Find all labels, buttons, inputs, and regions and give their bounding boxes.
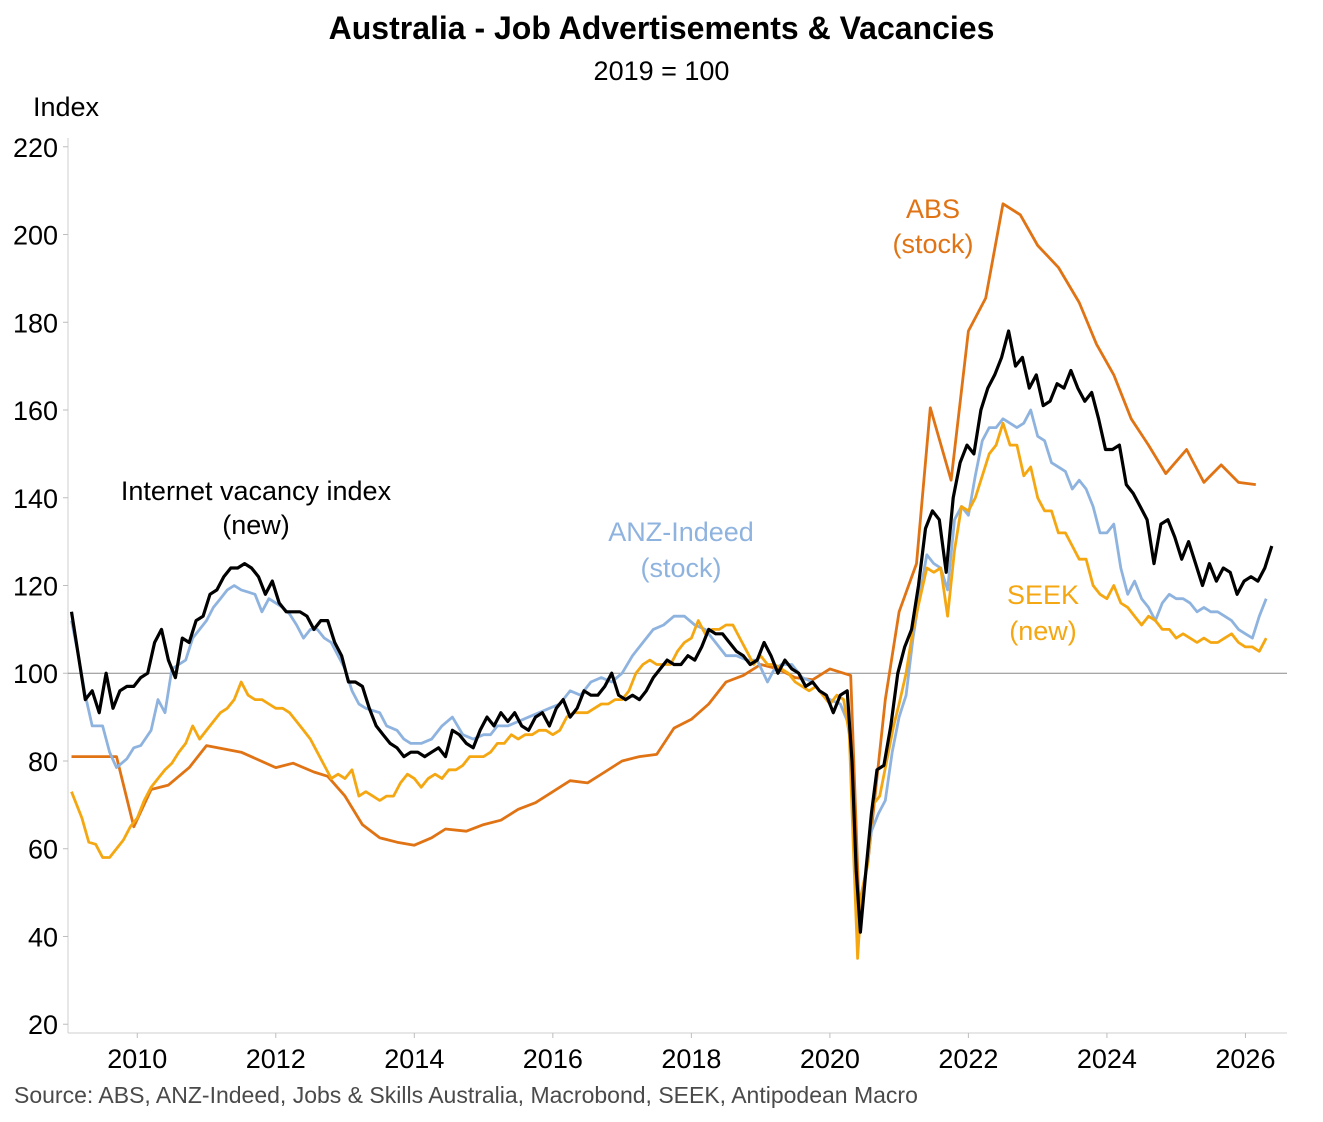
series-line-internet-vacancy-index-new: [69, 329, 1274, 934]
y-tick-label: 60: [28, 835, 58, 865]
y-tick-label: 20: [28, 1010, 58, 1040]
chart-subtitle: 2019 = 100: [593, 56, 730, 86]
y-tick-label: 100: [13, 659, 58, 689]
y-tick-label: 200: [13, 221, 58, 251]
x-tick-label: 2016: [523, 1044, 583, 1074]
chart-title: Australia - Job Advertisements & Vacanci…: [328, 10, 995, 46]
x-tick-label: 2022: [938, 1044, 998, 1074]
y-axis-label: Index: [33, 92, 100, 122]
x-tick-label: 2014: [384, 1044, 444, 1074]
annotation-abs-stock-line-2: (stock): [893, 229, 974, 259]
series-annotations: ABS (stock) ANZ-Indeed (stock) SEEK (new) Inte…: [121, 194, 1079, 646]
x-tick-label: 2026: [1215, 1044, 1275, 1074]
series-line-abs-stock: [71, 202, 1256, 908]
chart-axes: 20 40 60 80 100 120 140 160 180 200 220 Index 2010 20…: [13, 92, 1287, 1074]
x-tick-label: 2012: [246, 1044, 306, 1074]
y-tick-label: 40: [28, 922, 58, 952]
x-tick-label: 2018: [661, 1044, 721, 1074]
annotation-internet-vacancy-index-new-line-2: (new): [222, 510, 290, 540]
series-lines: [69, 202, 1274, 960]
annotation-internet-vacancy-index-new-line-1: Internet vacancy index: [121, 476, 392, 506]
annotation-anz-indeed-stock-line-1: ANZ-Indeed: [608, 517, 754, 547]
source-note: Source: ABS, ANZ-Indeed, Jobs & Skills A…: [14, 1082, 918, 1108]
y-tick-label: 140: [13, 484, 58, 514]
y-tick-label: 220: [13, 133, 58, 163]
y-tick-label: 160: [13, 396, 58, 426]
series-line-seek-new: [70, 421, 1268, 960]
x-tick-label: 2010: [107, 1044, 167, 1074]
annotation-seek-new-line-2: (new): [1009, 616, 1077, 646]
annotation-abs-stock-line-1: ABS: [906, 194, 960, 224]
y-tick-label: 180: [13, 308, 58, 338]
y-tick-label: 80: [28, 747, 58, 777]
series-line-anz-indeed-stock: [70, 408, 1268, 938]
annotation-anz-indeed-stock-line-2: (stock): [641, 553, 722, 583]
x-tick-label: 2020: [800, 1044, 860, 1074]
annotation-seek-new-line-1: SEEK: [1007, 580, 1079, 610]
y-tick-label: 120: [13, 572, 58, 602]
x-tick-label: 2024: [1077, 1044, 1137, 1074]
